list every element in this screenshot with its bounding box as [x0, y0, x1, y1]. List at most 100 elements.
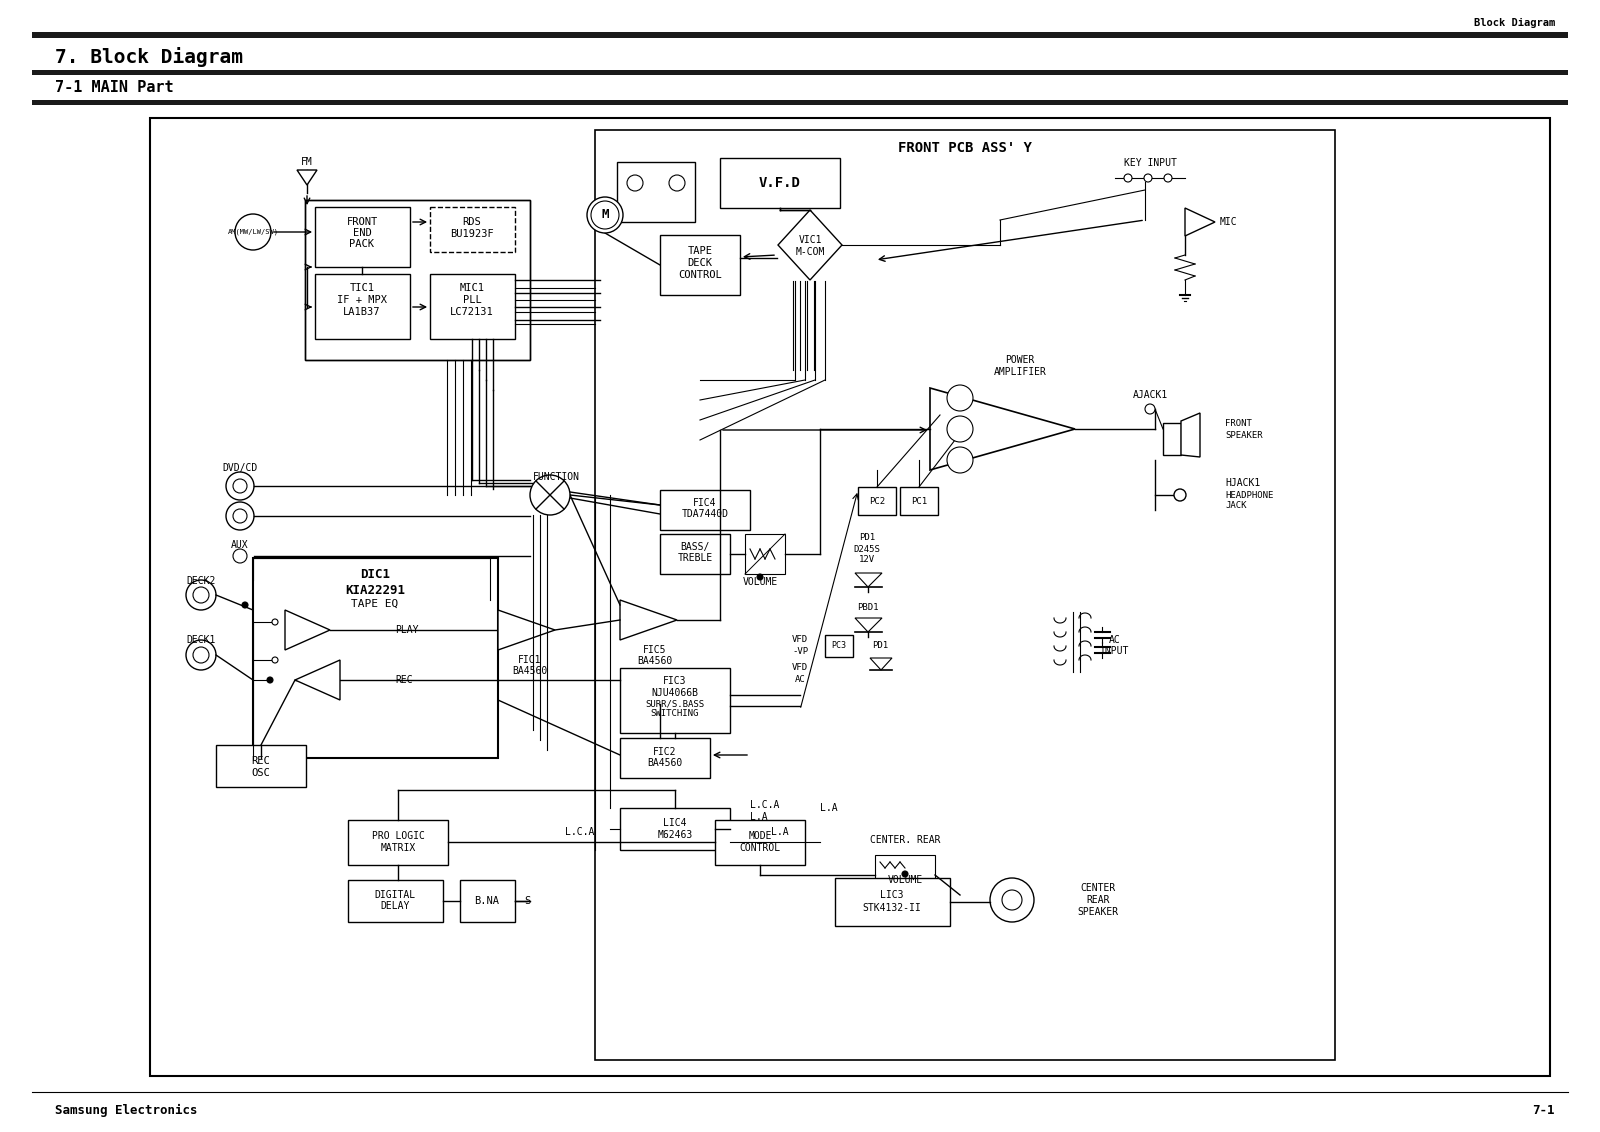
Text: FRONT: FRONT — [1226, 419, 1251, 428]
Text: AC: AC — [1109, 635, 1122, 645]
Bar — [306, 200, 530, 360]
Bar — [595, 130, 1334, 1060]
Circle shape — [186, 640, 216, 670]
Text: -VP: -VP — [792, 646, 808, 655]
Circle shape — [272, 619, 278, 625]
Text: 7-1: 7-1 — [1533, 1104, 1555, 1116]
Bar — [315, 274, 410, 338]
Polygon shape — [1186, 208, 1214, 235]
Bar — [661, 490, 750, 530]
Circle shape — [947, 385, 973, 411]
Circle shape — [194, 588, 210, 603]
Circle shape — [234, 549, 246, 563]
Polygon shape — [930, 388, 1075, 470]
Text: B.NA: B.NA — [475, 897, 499, 906]
Text: TREBLE: TREBLE — [677, 554, 712, 563]
Text: AUX: AUX — [230, 540, 250, 550]
Text: SPEAKER: SPEAKER — [1226, 430, 1262, 439]
Bar — [899, 487, 938, 515]
Text: LIC4: LIC4 — [664, 818, 686, 827]
Text: FM: FM — [301, 157, 314, 168]
Text: PRO LOGIC: PRO LOGIC — [371, 831, 424, 841]
Circle shape — [587, 197, 622, 233]
Bar — [315, 207, 410, 267]
Text: CONTROL: CONTROL — [739, 843, 781, 854]
Text: REAR: REAR — [1086, 895, 1110, 904]
Circle shape — [186, 580, 216, 610]
Text: 7. Block Diagram: 7. Block Diagram — [54, 48, 243, 67]
Bar — [253, 558, 498, 758]
Bar — [715, 820, 805, 865]
Text: FIC2: FIC2 — [653, 747, 677, 757]
Polygon shape — [294, 660, 339, 700]
Polygon shape — [870, 658, 893, 670]
Text: PLL: PLL — [462, 295, 482, 305]
Text: PD1: PD1 — [872, 642, 888, 651]
Polygon shape — [854, 573, 882, 588]
Text: BA4560: BA4560 — [512, 666, 547, 676]
Text: TIC1: TIC1 — [349, 283, 374, 293]
Text: LA1B37: LA1B37 — [344, 307, 381, 317]
Circle shape — [226, 501, 254, 530]
Bar — [1163, 423, 1181, 455]
Text: FUNCTION: FUNCTION — [533, 472, 579, 482]
Text: DIC1: DIC1 — [360, 568, 390, 582]
Text: M-COM: M-COM — [795, 247, 824, 257]
Text: V.F.D: V.F.D — [758, 175, 802, 190]
Circle shape — [530, 475, 570, 515]
Circle shape — [234, 509, 246, 523]
Text: 7-1 MAIN Part: 7-1 MAIN Part — [54, 79, 174, 94]
Text: TAPE EQ: TAPE EQ — [352, 599, 398, 609]
Text: FIC3: FIC3 — [664, 676, 686, 686]
Circle shape — [267, 677, 274, 683]
Bar — [618, 162, 694, 222]
Bar — [621, 808, 730, 850]
Text: BA4560: BA4560 — [648, 758, 683, 767]
Text: M: M — [602, 208, 608, 222]
Circle shape — [1002, 890, 1022, 910]
Bar — [430, 274, 515, 338]
Text: STK4132-II: STK4132-II — [862, 903, 922, 914]
Polygon shape — [298, 170, 317, 185]
Text: NJU4066B: NJU4066B — [651, 688, 699, 698]
Circle shape — [990, 878, 1034, 921]
Bar — [621, 738, 710, 778]
Text: AC: AC — [795, 675, 805, 684]
Text: FRONT PCB ASS' Y: FRONT PCB ASS' Y — [898, 142, 1032, 155]
Bar — [746, 534, 786, 574]
Text: VFD: VFD — [792, 635, 808, 644]
Text: VOLUME: VOLUME — [888, 875, 923, 885]
Circle shape — [235, 214, 270, 250]
Text: BASS/: BASS/ — [680, 542, 710, 552]
Circle shape — [272, 657, 278, 663]
Circle shape — [1174, 489, 1186, 501]
Text: DELAY: DELAY — [381, 901, 410, 911]
Bar — [32, 32, 1568, 38]
Text: AM(MW/LW/SW): AM(MW/LW/SW) — [227, 229, 278, 235]
Text: FIC4: FIC4 — [693, 498, 717, 508]
Circle shape — [590, 201, 619, 229]
Text: MIC1: MIC1 — [459, 283, 485, 293]
Circle shape — [947, 415, 973, 441]
Circle shape — [669, 175, 685, 191]
Bar — [349, 820, 448, 865]
Circle shape — [627, 175, 643, 191]
Text: 12V: 12V — [859, 556, 875, 565]
Text: CONTROL: CONTROL — [678, 271, 722, 280]
Text: PC2: PC2 — [869, 497, 885, 506]
Bar — [858, 487, 896, 515]
Text: VOLUME: VOLUME — [742, 577, 778, 588]
Circle shape — [1165, 174, 1171, 182]
Text: CENTER. REAR: CENTER. REAR — [870, 835, 941, 844]
Polygon shape — [621, 600, 677, 640]
Text: TDA7440D: TDA7440D — [682, 509, 728, 518]
Bar — [216, 745, 306, 787]
Text: SURR/S.BASS: SURR/S.BASS — [645, 700, 704, 709]
Bar — [621, 668, 730, 734]
Text: VFD: VFD — [792, 663, 808, 672]
Circle shape — [1144, 174, 1152, 182]
Polygon shape — [285, 610, 330, 650]
Text: FIC1: FIC1 — [518, 655, 542, 664]
Text: PBD1: PBD1 — [858, 603, 878, 612]
Text: SWITCHING: SWITCHING — [651, 710, 699, 719]
